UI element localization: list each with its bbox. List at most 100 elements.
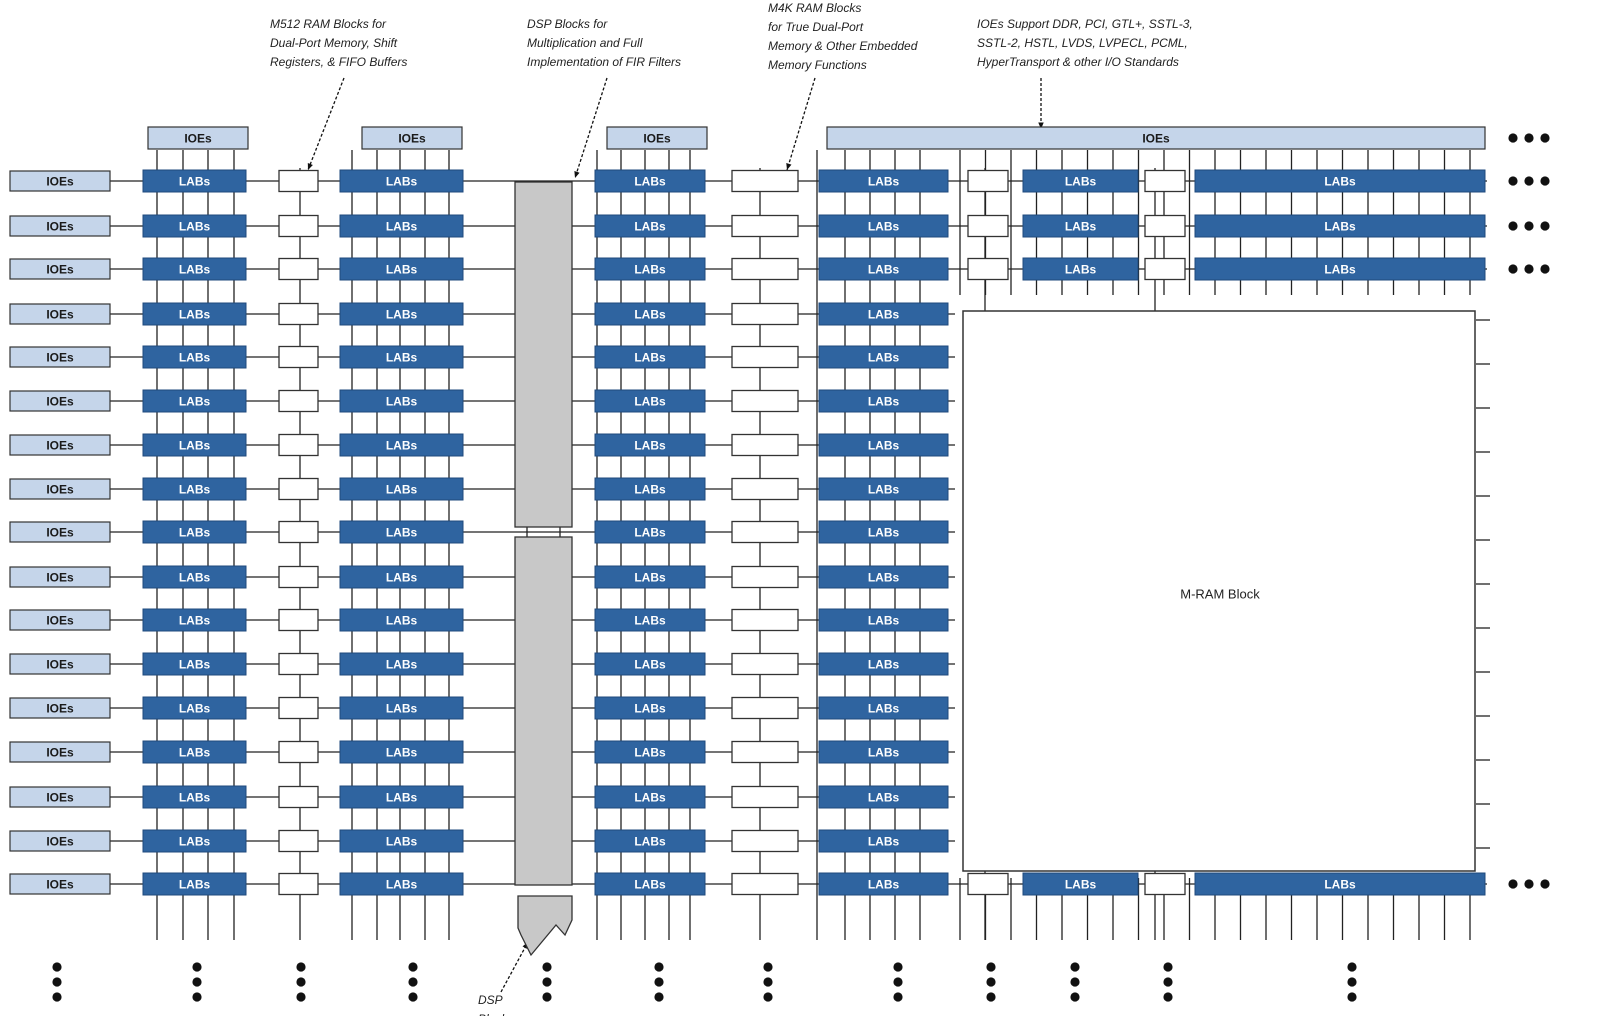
lab-label: LABs [868, 746, 900, 760]
lab-block [1194, 214, 1486, 238]
ioe-block [9, 609, 111, 631]
ioe-block [9, 521, 111, 543]
lab-block [594, 214, 706, 238]
ioe-label: IOEs [1142, 132, 1170, 146]
lab-block [1022, 214, 1139, 238]
ioe-block [9, 566, 111, 588]
m4k-ram-block [731, 345, 799, 369]
ellipsis-dot [52, 992, 62, 1002]
ellipsis-dot [408, 962, 418, 972]
m512-ram-block [278, 608, 319, 632]
ellipsis-dot [52, 962, 62, 972]
m512-ram-block [278, 389, 319, 413]
ellipsis-dot [893, 977, 903, 987]
ioe-label: IOEs [643, 132, 671, 146]
lab-block [818, 214, 949, 238]
m4k-ram-block [731, 608, 799, 632]
ellipsis-dot [1508, 221, 1518, 231]
lab-label: LABs [179, 395, 211, 409]
ellipsis-dot [1508, 133, 1518, 143]
lab-label: LABs [868, 702, 900, 716]
m512-leader-arrow [307, 77, 345, 171]
m512-ram-block [278, 829, 319, 853]
lab-label: LABs [386, 791, 418, 805]
ioe-label: IOEs [46, 746, 74, 760]
m512-ram-block [278, 565, 319, 589]
dsp-leader-arrow [574, 77, 608, 179]
m512-ram-block [278, 696, 319, 720]
ioe-label: IOEs [46, 702, 74, 716]
ioe-block [9, 390, 111, 412]
ellipsis-dot [986, 962, 996, 972]
ellipsis-dot [986, 977, 996, 987]
ellipsis-dot [1347, 977, 1357, 987]
ioe-block [9, 653, 111, 675]
lab-label: LABs [634, 878, 666, 892]
lab-block [594, 785, 706, 809]
ioe-label: IOEs [46, 395, 74, 409]
lab-label: LABs [634, 571, 666, 585]
lab-block [1022, 872, 1139, 896]
lab-label: LABs [386, 571, 418, 585]
lab-block [594, 608, 706, 632]
lab-block [1194, 257, 1486, 281]
ellipsis-dot [1540, 264, 1550, 274]
lab-block [594, 872, 706, 896]
lab-block [142, 257, 247, 281]
m4k-ram-block [731, 785, 799, 809]
lab-block [339, 214, 464, 238]
ellipsis-dot [893, 992, 903, 1002]
m4k-ram-block [731, 477, 799, 501]
ellipsis-dot [1163, 992, 1173, 1002]
ioe-label: IOEs [46, 571, 74, 585]
lab-block [1194, 872, 1486, 896]
m512-ram-block [1144, 872, 1186, 896]
lab-block [594, 345, 706, 369]
m4k-ram-block [731, 696, 799, 720]
m4k-ram-block [731, 872, 799, 896]
lab-label: LABs [868, 526, 900, 540]
lab-block [339, 477, 464, 501]
lab-label: LABs [1065, 220, 1097, 234]
ioe-block [826, 126, 1486, 150]
lab-label: LABs [634, 351, 666, 365]
lab-label: LABs [179, 791, 211, 805]
lab-block [818, 608, 949, 632]
lab-label: LABs [179, 658, 211, 672]
m512-ram-block [278, 302, 319, 326]
lab-label: LABs [386, 746, 418, 760]
annotation-m4k: Memory Functions [768, 58, 867, 72]
lab-block [142, 785, 247, 809]
lab-label: LABs [634, 220, 666, 234]
ellipsis-dot [408, 992, 418, 1002]
annotation-ioe-standards: HyperTransport & other I/O Standards [977, 55, 1179, 69]
lab-block [339, 345, 464, 369]
lab-block [142, 872, 247, 896]
lab-label: LABs [386, 263, 418, 277]
dsp-block-leader-arrow [500, 941, 529, 993]
lab-label: LABs [179, 702, 211, 716]
ellipsis-dot [893, 962, 903, 972]
ellipsis-dot [1524, 264, 1534, 274]
m4k-leader-arrow-head [786, 163, 792, 170]
m512-ram-block [967, 257, 1009, 281]
m512-ram-block [967, 169, 1009, 193]
m512-ram-block [1144, 214, 1186, 238]
ellipsis-dot [1347, 992, 1357, 1002]
lab-block [142, 169, 247, 193]
lab-label: LABs [1065, 175, 1097, 189]
lab-label: LABs [1324, 263, 1356, 277]
lab-block [339, 389, 464, 413]
annotation-dsp-blocks: Implementation of FIR Filters [527, 55, 681, 69]
lab-block [818, 696, 949, 720]
ellipsis-dot [1508, 264, 1518, 274]
ellipsis-dot [1070, 977, 1080, 987]
lab-block [594, 433, 706, 457]
lab-label: LABs [386, 175, 418, 189]
annotation-dsp-blocks: DSP Blocks for [527, 17, 608, 31]
lab-label: LABs [634, 658, 666, 672]
lab-label: LABs [179, 308, 211, 322]
ioe-label: IOEs [46, 263, 74, 277]
ellipsis-dot [1540, 879, 1550, 889]
